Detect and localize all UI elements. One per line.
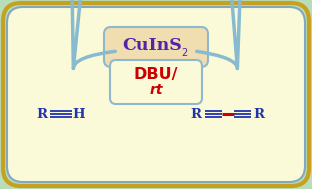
FancyBboxPatch shape [3, 3, 309, 186]
Text: H: H [73, 108, 85, 121]
FancyBboxPatch shape [104, 27, 208, 67]
FancyBboxPatch shape [110, 60, 202, 104]
Text: R: R [191, 108, 202, 121]
Text: $_2$: $_2$ [181, 45, 189, 59]
Text: R: R [37, 108, 47, 121]
Text: CuInS: CuInS [122, 37, 182, 54]
Text: R: R [253, 108, 265, 121]
Text: rt: rt [149, 83, 163, 97]
FancyBboxPatch shape [7, 7, 305, 182]
Text: DBU/: DBU/ [134, 67, 178, 81]
